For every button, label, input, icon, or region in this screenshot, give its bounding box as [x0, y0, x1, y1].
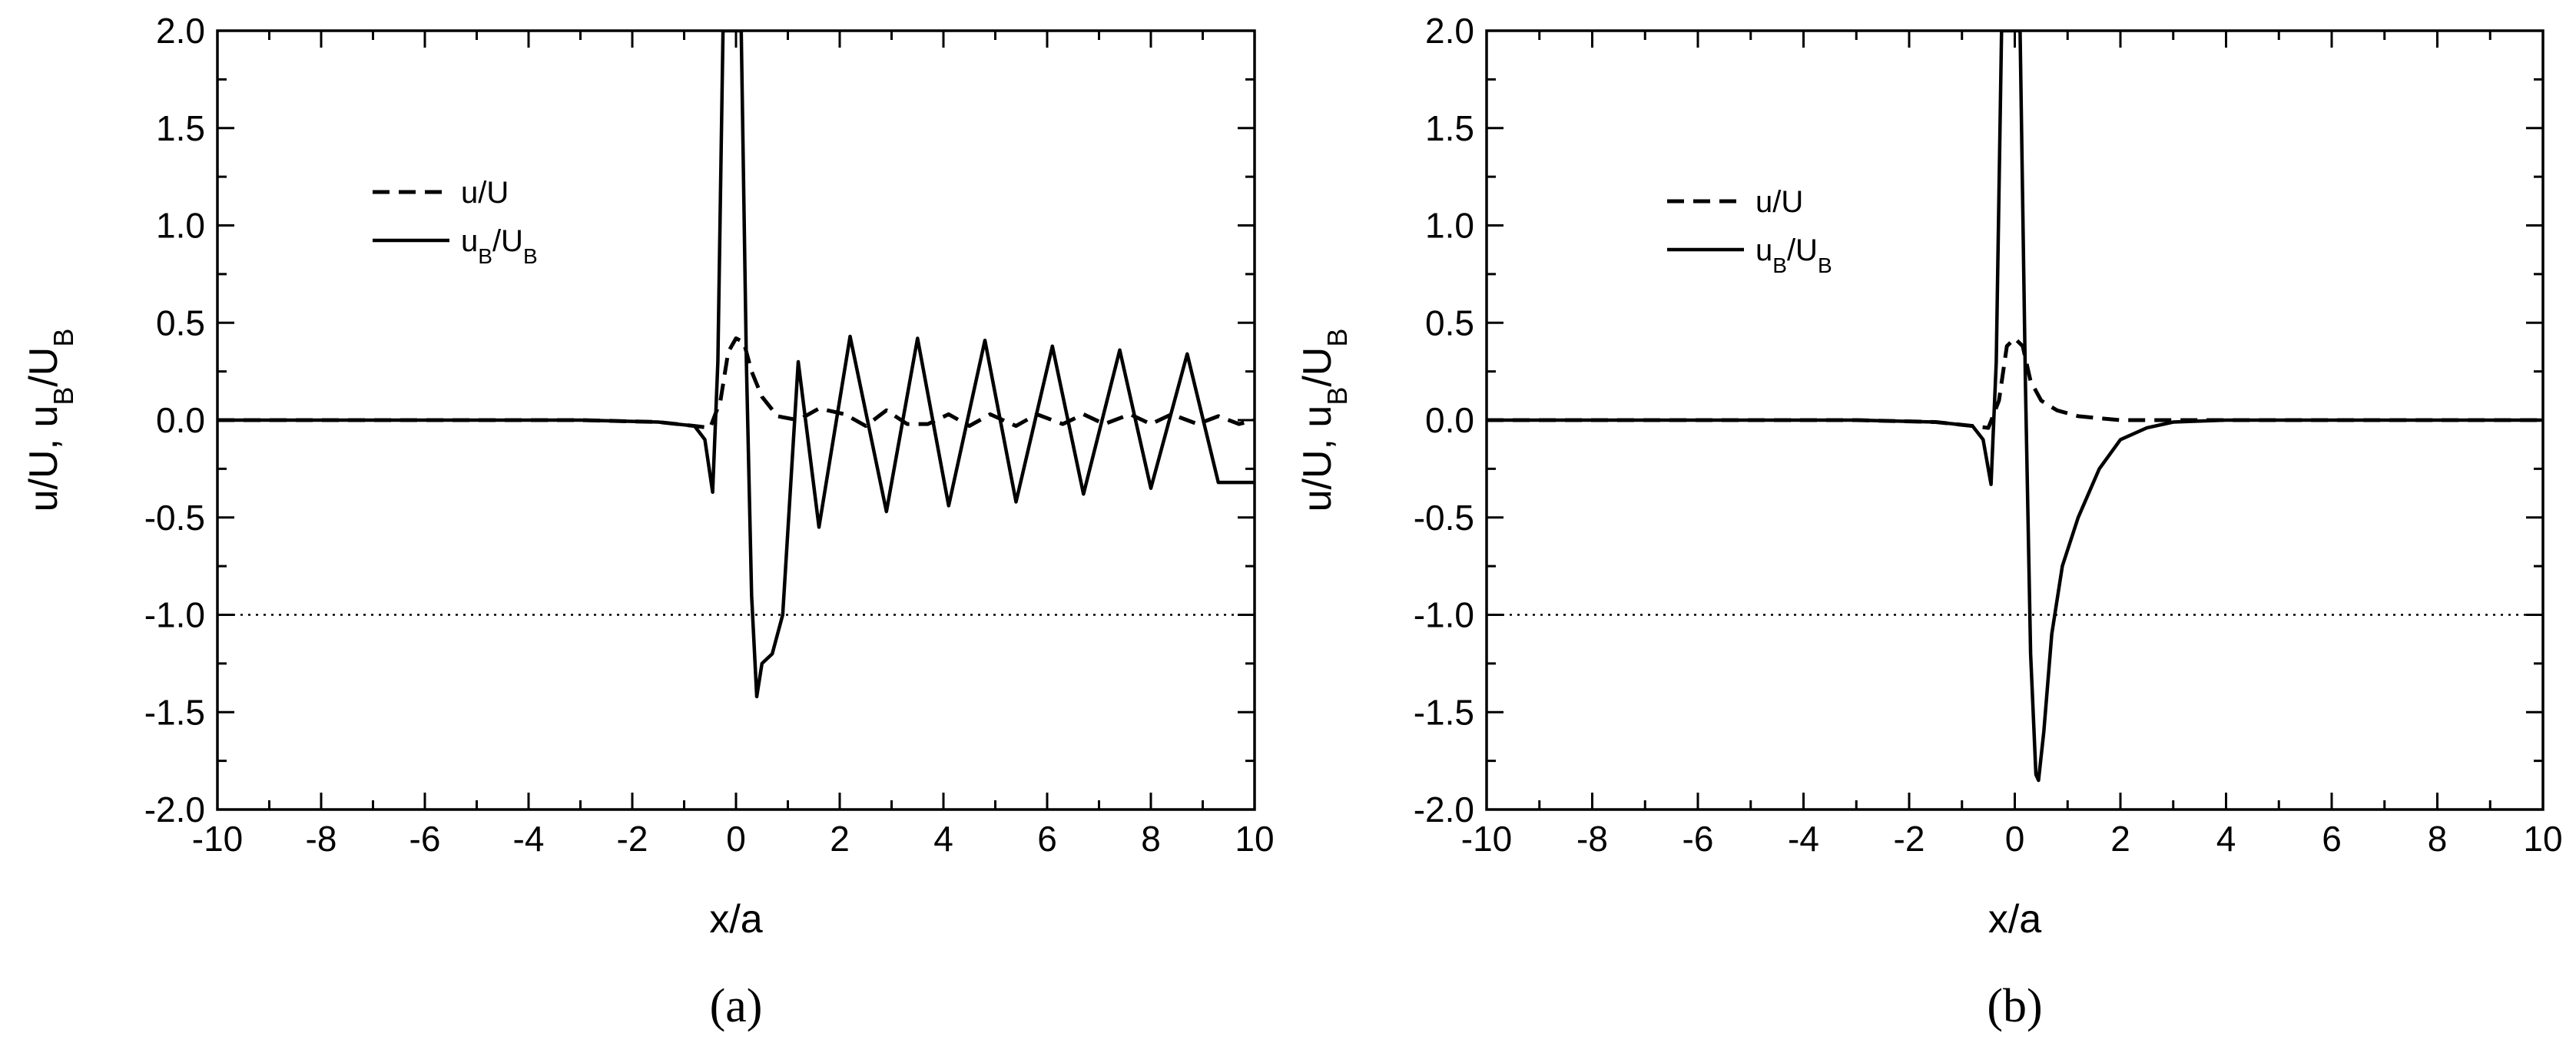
x-tick-label: 10	[1235, 819, 1274, 859]
x-tick-label: -10	[1461, 819, 1512, 859]
series-line-uB-over-UB	[1487, 31, 2543, 783]
x-tick-label: 4	[2216, 819, 2236, 859]
y-tick-label: 0.5	[156, 303, 205, 343]
y-axis-title: u/U, uB/UB	[1295, 329, 1353, 512]
y-tick-label: 1.0	[1425, 206, 1474, 246]
x-axis-title: x/a	[709, 897, 762, 942]
chart-panel-b: -10 -8 -6 -4 -2 0 2 4 6 8 10 2.0 1.5 1.0 0.5 0.0 -0.5 -1.…	[1295, 11, 2563, 1032]
x-tick-label: -4	[1788, 819, 1819, 859]
y-tick-label: 1.5	[1425, 108, 1474, 148]
x-tick-label: 6	[2322, 819, 2342, 859]
y-tick-label: 0.0	[1425, 400, 1474, 440]
x-tick-label: 10	[2523, 819, 2562, 859]
x-tick-label: -8	[306, 819, 337, 859]
y-tick-label: -0.5	[1414, 498, 1474, 538]
x-tick-label: 0	[726, 819, 746, 859]
y-tick-label: -1.0	[1414, 595, 1474, 635]
x-tick-label: 0	[2005, 819, 2025, 859]
y-tick-label: -0.5	[144, 498, 205, 538]
x-tick-label: -8	[1576, 819, 1608, 859]
x-tick-label: 8	[2428, 819, 2448, 859]
panel-label: (a)	[710, 980, 763, 1032]
y-tick-label: 0.5	[1425, 303, 1474, 343]
legend-label: u/U	[461, 176, 509, 210]
y-tick-label: -2.0	[1414, 790, 1474, 829]
x-tick-label: -6	[1683, 819, 1714, 859]
y-tick-label: -1.5	[1414, 692, 1474, 732]
series-line-u-over-U	[1487, 336, 2543, 430]
x-tick-label: -10	[192, 819, 243, 859]
y-axis-title: u/U, uB/UB	[22, 329, 79, 512]
y-tick-label: -1.0	[144, 595, 205, 635]
y-tick-label: -2.0	[144, 790, 205, 829]
legend-label: uB/UB	[461, 224, 538, 268]
panel-label: (b)	[1987, 980, 2042, 1032]
x-tick-label: -6	[409, 819, 441, 859]
y-tick-label: 0.0	[156, 400, 205, 440]
x-axis-title: x/a	[1988, 897, 2041, 942]
x-tick-label: 2	[2110, 819, 2130, 859]
y-tick-label: 1.5	[156, 108, 205, 148]
chart-panel-a: -10 -8 -6 -4 -2 0 2 4 6 8 10 2.0 1.5 1.0 0.5 0.0 -0.5 -1.…	[22, 11, 1275, 1032]
y-tick-label: 2.0	[156, 11, 205, 51]
x-tick-label: -2	[617, 819, 648, 859]
y-tick-label: 1.0	[156, 206, 205, 246]
x-tick-label: 2	[830, 819, 850, 859]
legend-label: u/U	[1755, 185, 1803, 219]
legend-label: uB/UB	[1755, 233, 1832, 277]
x-tick-label: -2	[1894, 819, 1925, 859]
series-line-u-over-U	[217, 336, 1255, 430]
x-tick-label: 4	[933, 819, 953, 859]
series-line-uB-over-UB	[217, 31, 1255, 699]
x-tick-label: -4	[513, 819, 545, 859]
x-tick-label: 6	[1037, 819, 1057, 859]
y-tick-label: 2.0	[1425, 11, 1474, 51]
y-tick-label: -1.5	[144, 692, 205, 732]
x-tick-label: 8	[1141, 819, 1161, 859]
